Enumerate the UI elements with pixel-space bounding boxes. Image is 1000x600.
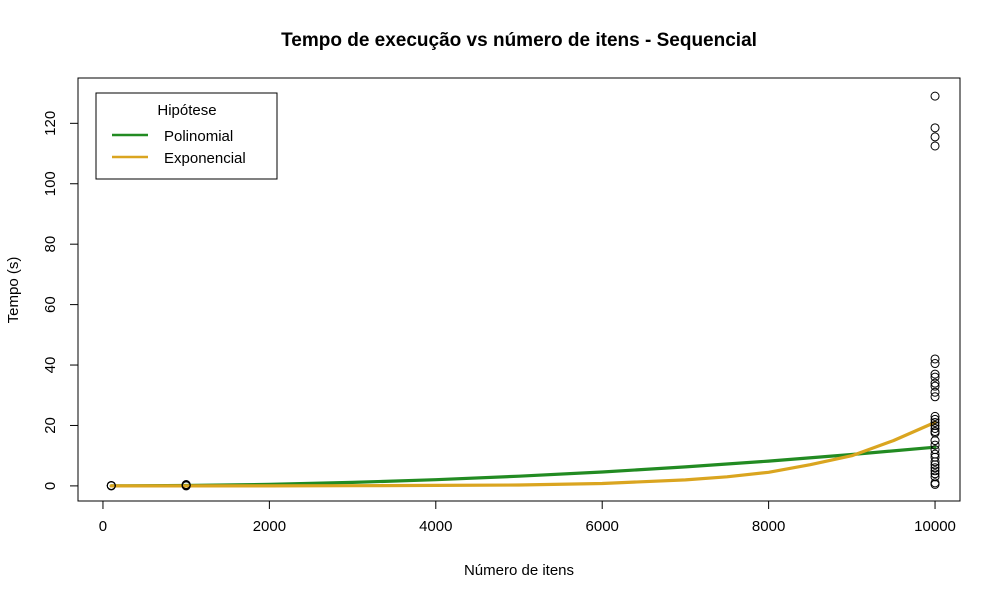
data-point bbox=[930, 141, 940, 151]
x-tick-label: 2000 bbox=[253, 518, 286, 535]
data-point bbox=[930, 457, 940, 467]
y-axis-label: Tempo (s) bbox=[5, 257, 22, 324]
y-tick-label: 60 bbox=[42, 296, 59, 313]
data-point bbox=[930, 463, 940, 473]
legend-label-polinomial: Polinomial bbox=[164, 128, 233, 145]
legend-label-exponencial: Exponencial bbox=[164, 150, 246, 167]
data-point bbox=[930, 378, 940, 388]
x-tick-label: 8000 bbox=[752, 518, 785, 535]
data-point bbox=[930, 372, 940, 382]
data-point bbox=[930, 436, 940, 446]
data-point bbox=[930, 132, 940, 142]
y-tick-label: 20 bbox=[42, 417, 59, 434]
legend: Hipótese Polinomial Exponencial bbox=[95, 92, 278, 180]
y-tick-label: 80 bbox=[42, 236, 59, 253]
data-point bbox=[930, 440, 940, 450]
chart-title: Tempo de execução vs número de itens - S… bbox=[281, 30, 757, 51]
data-point bbox=[930, 479, 940, 489]
data-point bbox=[930, 381, 940, 391]
x-tick-label: 4000 bbox=[419, 518, 452, 535]
data-point bbox=[930, 359, 940, 369]
x-tick-label: 10000 bbox=[914, 518, 956, 535]
data-point bbox=[181, 480, 191, 490]
y-tick-label: 40 bbox=[42, 357, 59, 374]
data-point bbox=[930, 414, 940, 424]
series-line-exponencial bbox=[109, 420, 937, 488]
legend-title: Hipótese bbox=[157, 102, 216, 119]
data-point bbox=[930, 460, 940, 470]
data-point bbox=[930, 466, 940, 476]
data-point bbox=[930, 423, 940, 433]
data-point bbox=[930, 369, 940, 379]
data-point bbox=[930, 123, 940, 133]
y-axis: 0 20 40 60 80 100 120 bbox=[42, 111, 79, 490]
data-point bbox=[930, 354, 940, 364]
data-point bbox=[930, 387, 940, 397]
data-point bbox=[930, 417, 940, 427]
x-axis: 0 2000 4000 6000 8000 10000 bbox=[99, 500, 956, 535]
data-point bbox=[106, 480, 116, 490]
x-tick-label: 6000 bbox=[586, 518, 619, 535]
data-point bbox=[930, 91, 940, 101]
data-point bbox=[930, 392, 940, 402]
x-axis-label: Número de itens bbox=[464, 562, 574, 579]
x-tick-label: 0 bbox=[99, 518, 107, 535]
data-point bbox=[930, 469, 940, 479]
y-tick-label: 100 bbox=[42, 171, 59, 196]
series-line-polinomial bbox=[109, 445, 937, 488]
data-point bbox=[930, 411, 940, 421]
y-tick-label: 120 bbox=[42, 111, 59, 136]
points-layer bbox=[106, 91, 940, 491]
series-layer bbox=[109, 420, 937, 488]
y-tick-label: 0 bbox=[42, 482, 59, 490]
